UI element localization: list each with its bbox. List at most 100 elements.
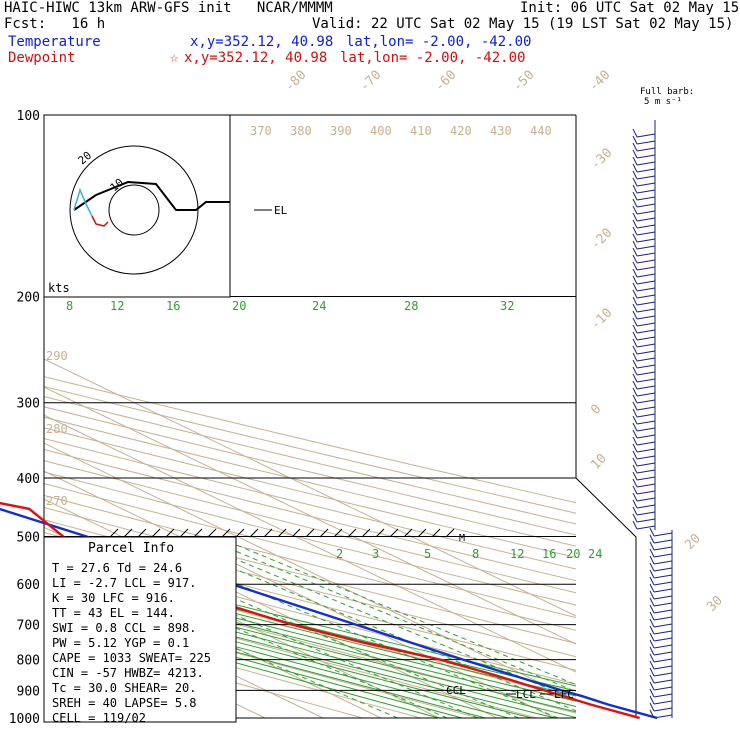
wind-barb — [653, 623, 673, 628]
legend-dewpoint: Dewpoint — [8, 50, 76, 66]
wind-barb — [636, 329, 656, 334]
mixing-ratio-label: 24 — [588, 547, 602, 561]
dew-star-icon: ☆ — [170, 50, 179, 66]
wind-barb — [636, 231, 656, 236]
dry-adiabat-line — [44, 494, 576, 631]
lfc-label: LFC — [554, 688, 574, 701]
pressure-label: 400 — [17, 472, 40, 487]
theta-label: 440 — [530, 124, 552, 138]
wind-barb — [636, 238, 656, 243]
wind-barb — [636, 168, 656, 173]
isotherm-label: 30 — [704, 593, 726, 615]
dry-adiabat-line — [44, 599, 479, 719]
wind-barb — [636, 224, 656, 229]
parcel-row: CELL = 119/02 — [52, 711, 146, 725]
wind-barb — [636, 448, 656, 453]
wind-barb — [636, 385, 656, 390]
wind-barb — [636, 497, 656, 502]
parcel-row: T = 27.6 Td = 24.6 — [52, 561, 182, 575]
theta-label: 380 — [290, 124, 312, 138]
wind-barb — [636, 252, 656, 257]
theta-label: 370 — [250, 124, 272, 138]
hodo-units: kts — [48, 281, 70, 295]
theta-label: 430 — [490, 124, 512, 138]
wind-barb — [636, 280, 656, 285]
dry-adiabat-line — [44, 438, 576, 570]
pressure-label: 900 — [17, 684, 40, 699]
wind-barb — [636, 203, 656, 208]
wind-barb — [636, 455, 656, 460]
theta-label: 400 — [370, 124, 392, 138]
isotherm-label: 0 — [588, 402, 604, 418]
wind-barb — [653, 616, 673, 621]
wind-barb — [653, 693, 673, 698]
dry-adiabat-line — [44, 506, 576, 644]
hodograph: 20 10 kts — [43, 114, 231, 298]
legend-temperature: Temperature — [8, 34, 101, 50]
mixing-ratio-label: 12 — [110, 299, 124, 313]
wind-barb — [653, 567, 673, 572]
mixing-ratio-label: 8 — [66, 299, 73, 313]
barb-legend: Full barb: — [640, 87, 694, 97]
wind-barb — [653, 609, 673, 614]
mixing-ratio-label: 16 — [542, 547, 556, 561]
parcel-row: SREH = 40 LAPSE= 5.8 — [52, 696, 197, 710]
wind-barb — [653, 581, 673, 586]
wind-barb — [636, 343, 656, 348]
pressure-label: 200 — [17, 291, 40, 306]
wind-barb — [636, 189, 656, 194]
m-label: M — [459, 533, 465, 544]
parcel-row: PW = 5.12 YGP = 0.1 — [52, 636, 189, 650]
mixing-ratio-label: 24 — [312, 299, 326, 313]
theta-label: 280 — [46, 422, 68, 436]
wind-barb — [636, 420, 656, 425]
dew-xy: x,y=352.12, 40.98 — [184, 50, 328, 66]
parcel-row: Tc = 30.0 SHEAR= 20. — [52, 681, 197, 695]
wind-barb — [653, 630, 673, 635]
wind-barb — [636, 392, 656, 397]
wind-barb — [636, 266, 656, 271]
pressure-label: 700 — [17, 619, 40, 634]
isotherm-label: -20 — [588, 226, 615, 253]
wind-barb — [636, 434, 656, 439]
hodograph-ring-outer — [69, 145, 199, 275]
wind-barb — [653, 644, 673, 649]
theta-label: 420 — [450, 124, 472, 138]
theta-label: 290 — [46, 349, 68, 363]
isotherm-label: 10 — [588, 451, 610, 473]
wind-barb — [653, 588, 673, 593]
wind-barb — [636, 259, 656, 264]
wind-barb — [636, 175, 656, 180]
temp-latlon: lat,lon= -2.00, -42.00 — [346, 34, 532, 50]
dew-latlon: lat,lon= -2.00, -42.00 — [340, 50, 526, 66]
wind-barb — [636, 427, 656, 432]
wind-barb — [636, 364, 656, 369]
dry-adiabat-line — [44, 471, 576, 606]
hodograph-trace — [73, 180, 230, 211]
mixing-ratio-label: 12 — [510, 547, 524, 561]
pressure-label: 100 — [17, 109, 40, 124]
model-title: HAIC-HIWC 13km ARW-GFS init NCAR/MMMM — [4, 0, 333, 16]
wind-barb — [636, 357, 656, 362]
mixing-ratio-label: 5 — [424, 547, 431, 561]
wind-barb — [636, 140, 656, 145]
wind-barb — [636, 210, 656, 215]
wind-barb — [636, 504, 656, 509]
mixing-ratio-label: 20 — [566, 547, 580, 561]
isotherm-line — [44, 470, 556, 719]
wind-barb — [653, 651, 673, 656]
wind-barb — [636, 196, 656, 201]
isotherm-label: -70 — [357, 68, 384, 95]
isotherm-label: -10 — [588, 306, 615, 333]
wind-barb — [653, 679, 673, 684]
mixing-ratio-label: 20 — [232, 299, 246, 313]
isotherm-label: -60 — [432, 68, 459, 95]
moist-adiabat-line — [44, 589, 532, 719]
lcl-label: LCL — [516, 688, 536, 701]
mixing-ratio-line — [180, 536, 576, 701]
temp-xy: x,y=352.12, 40.98 — [190, 34, 334, 50]
moist-adiabat-line — [44, 608, 440, 719]
mixing-ratio-label: 8 — [472, 547, 479, 561]
wind-barb — [636, 413, 656, 418]
theta-label: 270 — [46, 494, 68, 508]
